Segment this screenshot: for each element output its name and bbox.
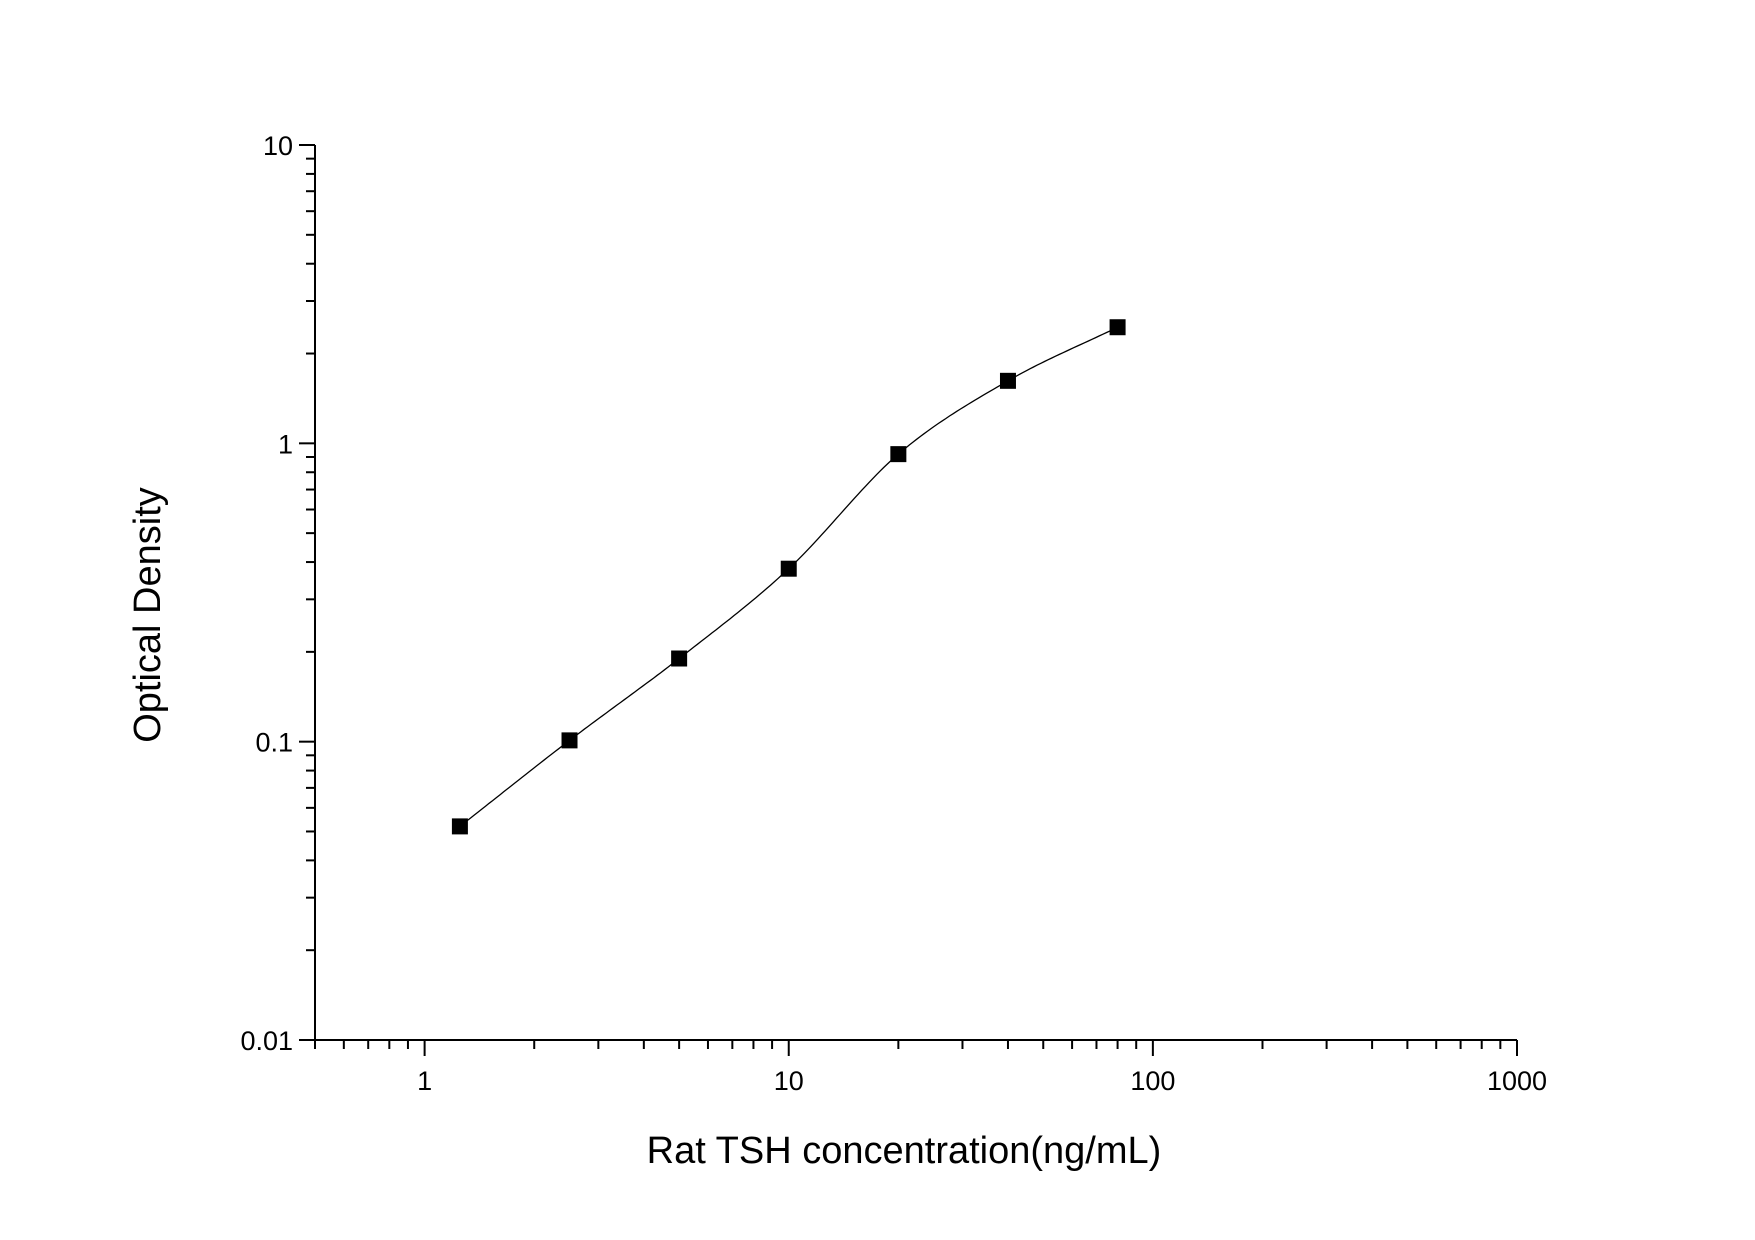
data-point-marker: [999, 372, 1016, 389]
y-tick-label: 0.1: [255, 728, 293, 758]
fit-curve-line: [459, 326, 1118, 827]
data-point-marker: [451, 818, 468, 835]
data-point-marker: [890, 446, 907, 463]
data-point-marker: [671, 650, 688, 667]
x-axis-title: Rat TSH concentration(ng/mL): [647, 1130, 1162, 1172]
x-tick-label: 10: [774, 1066, 804, 1096]
axes: [299, 144, 1518, 1056]
x-tick-label: 100: [1130, 1066, 1175, 1096]
y-tick-label: 0.01: [240, 1026, 293, 1056]
x-tick-label: 1000: [1487, 1066, 1547, 1096]
data-points-layer: [451, 319, 1126, 835]
data-point-marker: [780, 560, 797, 577]
y-tick-label: 10: [263, 131, 293, 161]
x-tick-label: 1: [417, 1066, 432, 1096]
data-point-marker: [561, 732, 578, 749]
fit-curve-layer: [459, 326, 1118, 827]
data-point-marker: [1109, 319, 1126, 336]
y-axis-title: Optical Density: [127, 487, 169, 743]
axis-labels: 1 10 100 1000 0.01 0.1 1 10: [240, 131, 1547, 1096]
y-tick-label: 1: [278, 429, 293, 459]
